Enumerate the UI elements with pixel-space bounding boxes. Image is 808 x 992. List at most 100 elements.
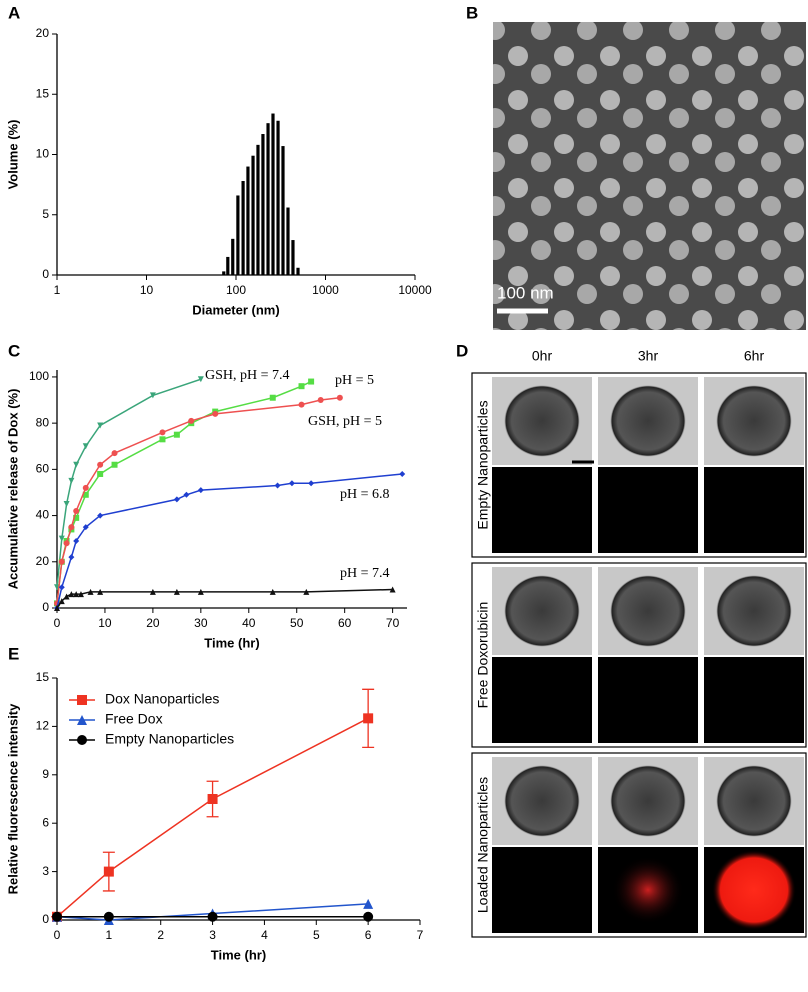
marker [288, 480, 295, 487]
marker [197, 376, 204, 383]
legend-label: Free Dox [105, 711, 163, 727]
spheroid [504, 385, 580, 457]
marker [58, 598, 65, 605]
marker [298, 383, 305, 390]
series-line [56, 588, 393, 609]
row-label: Empty Nanoparticles [475, 400, 491, 529]
y-tick-label: 20 [36, 554, 50, 568]
spheroid [716, 575, 792, 647]
marker [97, 470, 104, 477]
marker [197, 487, 204, 494]
x-tick-label: 100 [226, 283, 246, 297]
marker [82, 484, 89, 491]
fluorescence-image [598, 467, 698, 553]
marker [58, 558, 65, 565]
panel-label: A [8, 3, 20, 22]
y-axis-label: Accumulative release of Dox (%) [5, 389, 20, 590]
marker [308, 480, 315, 487]
series-annotation: pH = 6.8 [340, 487, 390, 502]
bar [266, 123, 270, 275]
y-tick-label: 12 [36, 719, 50, 733]
marker [173, 431, 180, 438]
x-tick-label: 3 [209, 928, 216, 942]
marker [63, 540, 70, 547]
x-tick-label: 10 [140, 283, 154, 297]
marker [68, 477, 75, 484]
column-label: 0hr [532, 348, 553, 364]
marker [68, 554, 75, 561]
y-tick-label: 80 [36, 415, 50, 429]
bar [236, 195, 240, 275]
marker [97, 422, 104, 429]
y-tick-label: 9 [42, 767, 49, 781]
bar [276, 120, 280, 275]
series-line [56, 378, 202, 588]
marker [63, 501, 70, 508]
marker [68, 591, 75, 598]
marker [97, 588, 104, 595]
y-tick-label: 60 [36, 462, 50, 476]
marker [82, 524, 89, 531]
bar [241, 181, 245, 275]
x-tick-label: 2 [157, 928, 164, 942]
row-label: Loaded Nanoparticles [475, 777, 491, 913]
series-annotation: pH = 5 [335, 373, 374, 388]
x-tick-label: 0 [54, 928, 61, 942]
x-tick-label: 10000 [398, 283, 432, 297]
marker [269, 588, 276, 595]
fluorescence-image [492, 847, 592, 933]
spheroid [610, 385, 686, 457]
bar [281, 146, 285, 275]
marker [308, 378, 315, 385]
marker [52, 911, 62, 922]
bar [246, 166, 250, 275]
y-tick-label: 6 [42, 815, 49, 829]
x-tick-label: 50 [290, 616, 304, 630]
bar [271, 113, 275, 275]
bar [226, 256, 230, 275]
column-label: 3hr [638, 348, 659, 364]
tem-image [493, 22, 806, 330]
spheroid [716, 765, 792, 837]
y-axis-label: Volume (%) [5, 120, 20, 190]
bar [286, 207, 290, 275]
marker [303, 588, 310, 595]
marker [63, 593, 70, 600]
marker [317, 397, 324, 404]
fluorescence-glow [712, 850, 796, 930]
fluorescence-image [704, 467, 804, 553]
marker [111, 450, 118, 457]
y-tick-label: 10 [36, 147, 50, 161]
marker [73, 461, 80, 468]
microscopy-panel: D 0hr 3hr 6hr Empty Nanoparticles Free Doxor… [456, 341, 807, 938]
marker [103, 866, 114, 877]
x-tick-label: 20 [146, 616, 160, 630]
marker [77, 591, 84, 598]
panel-label: C [8, 341, 20, 360]
marker [73, 591, 80, 598]
legend-label: Dox Nanoparticles [105, 691, 219, 707]
y-tick-label: 20 [36, 26, 50, 40]
marker [97, 461, 104, 468]
tem-panel: B 100 nm [466, 3, 806, 330]
marker [82, 443, 89, 450]
fluorescence-image [704, 657, 804, 743]
y-tick-label: 5 [42, 207, 49, 221]
y-tick-label: 40 [36, 508, 50, 522]
y-tick-label: 0 [42, 267, 49, 281]
marker [103, 911, 114, 922]
marker [207, 794, 218, 804]
marker [363, 713, 374, 724]
x-tick-label: 6 [365, 928, 372, 942]
x-tick-label: 5 [313, 928, 320, 942]
y-tick-label: 100 [29, 369, 49, 383]
x-tick-label: 1 [106, 928, 113, 942]
y-tick-label: 3 [42, 864, 49, 878]
marker [87, 588, 94, 595]
panel-label: E [8, 644, 19, 663]
marker [58, 535, 65, 542]
x-tick-label: 1 [54, 283, 61, 297]
marker [298, 401, 305, 408]
fluorescence-image [492, 657, 592, 743]
marker [274, 482, 281, 489]
